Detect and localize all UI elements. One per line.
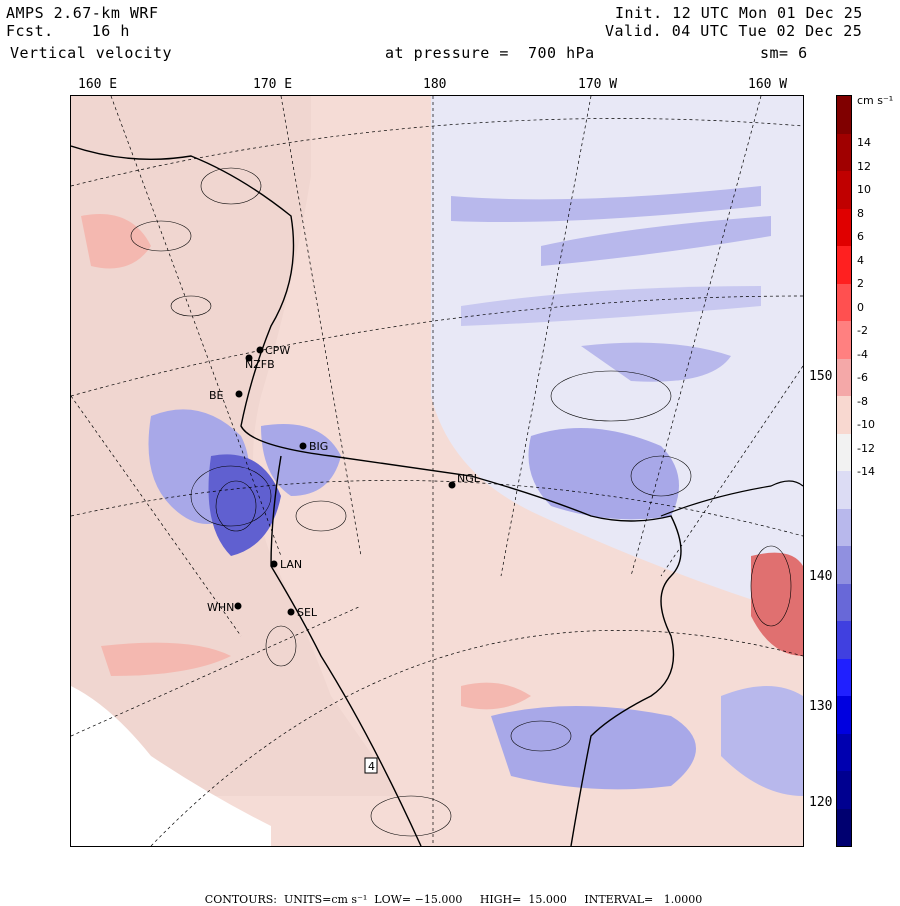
colorbar-segment <box>837 583 851 621</box>
station-dot-lan <box>270 560 278 568</box>
neg-patch-south <box>491 706 696 790</box>
colorbar-segment <box>837 171 851 209</box>
station-label-sel: SEL <box>297 606 318 619</box>
colorbar-tick-label: -12 <box>857 441 875 455</box>
neg-band-2 <box>541 216 771 266</box>
station-dot-big <box>299 442 307 450</box>
pos-patch-4 <box>461 682 531 710</box>
neg-patch-west-3 <box>261 424 341 496</box>
colorbar-tick-label: 12 <box>857 159 871 173</box>
neg-patch-west-2 <box>208 454 281 556</box>
neg-band-1 <box>451 186 761 222</box>
vertical-velocity-map: CPW NZFB BE BIG NGL LAN WHN SEL 4 <box>70 95 804 847</box>
model-title: AMPS 2.67-km WRF <box>6 4 159 22</box>
station-label-be: BE <box>209 389 224 402</box>
contours <box>130 167 792 837</box>
pressure-level: at pressure = 700 hPa <box>385 44 595 62</box>
lon-label-170e: 170 E <box>253 77 293 92</box>
colorbar-segment <box>837 96 851 134</box>
colorbar-segment <box>837 396 851 434</box>
colorbar-tick-label: 6 <box>857 230 864 243</box>
station-box-4 <box>364 757 378 774</box>
colorbar-segment <box>837 208 851 246</box>
colorbar-tick-label: 14 <box>857 136 871 149</box>
station-dot-whn <box>234 602 242 610</box>
colorbar-tick-label: -4 <box>857 347 868 361</box>
colorbar-tick-label: -14 <box>857 465 875 478</box>
no-data-region <box>71 686 271 846</box>
graticule <box>71 96 803 846</box>
station-label-big: BIG <box>309 440 328 453</box>
colorbar-segment <box>837 658 851 696</box>
colorbar-tick-label: 8 <box>857 206 864 220</box>
neg-band-3 <box>461 286 761 326</box>
init-time: Init. 12 UTC Mon 01 Dec 25 <box>615 4 863 22</box>
colorbar-segment <box>837 621 851 659</box>
colorbar-segment <box>837 283 851 321</box>
colorbar-tick-label: 10 <box>857 183 871 196</box>
colorbar-tick-label: 4 <box>857 253 864 267</box>
colorbar-unit: cm s⁻¹ <box>857 94 894 107</box>
colorbar-segment <box>837 696 851 734</box>
colorbar-segment <box>837 546 851 584</box>
valid-time: Valid. 04 UTC Tue 02 Dec 25 <box>605 22 863 40</box>
lon-label-160e: 160 E <box>78 77 118 92</box>
station-dot-nzfb <box>245 354 253 362</box>
neg-patch-se <box>721 686 803 796</box>
colorbar-segment <box>837 358 851 396</box>
lon-label-180: 180 <box>423 77 447 92</box>
smoothing-value: sm= 6 <box>760 44 808 62</box>
colorbar-segment <box>837 508 851 546</box>
colorbar-tick-label: -6 <box>857 371 868 384</box>
coastline-marie-byrd <box>660 480 803 517</box>
colorbar-segment <box>837 433 851 471</box>
lon-label-160w: 160 W <box>748 77 788 92</box>
colorbar <box>836 95 852 847</box>
coastline-ross-ice-shelf <box>71 145 682 846</box>
colorbar-segment <box>837 471 851 509</box>
station-dot-cpw <box>256 346 264 354</box>
colorbar-tick-label: -2 <box>857 324 868 337</box>
pos-patch-2 <box>101 642 231 676</box>
footer: CONTOURS: UNITS=cm s⁻¹ LOW= −15.000 HIGH… <box>0 880 900 906</box>
colorbar-tick-label: -8 <box>857 394 868 408</box>
station-label-nzfb: NZFB <box>245 358 275 371</box>
colorbar-segment <box>837 246 851 284</box>
colorbar-segment <box>837 733 851 771</box>
station-label-lan: LAN <box>280 558 302 571</box>
station-label-4: 4 <box>368 760 375 773</box>
forecast-hour: Fcst. 16 h <box>6 22 130 40</box>
station-dot-sel <box>287 608 295 616</box>
colorbar-segment <box>837 771 851 809</box>
colorbar-segment <box>837 321 851 359</box>
stations: CPW NZFB BE BIG NGL LAN WHN SEL 4 <box>207 344 481 774</box>
pos-patch-3 <box>751 552 803 656</box>
field-name: Vertical velocity <box>10 44 173 62</box>
lon-label-170w: 170 W <box>578 77 618 92</box>
station-label-whn: WHN <box>207 601 234 614</box>
pos-patch-1 <box>81 214 151 269</box>
station-dot-be <box>235 390 243 398</box>
colorbar-tick-label: 2 <box>857 277 864 290</box>
neg-patch-1 <box>581 342 731 382</box>
station-dot-ngl <box>448 481 456 489</box>
station-label-cpw: CPW <box>265 344 290 357</box>
colorbar-tick-label: 0 <box>857 300 864 314</box>
station-label-ngl: NGL <box>457 472 481 485</box>
colorbar-segment <box>837 133 851 171</box>
coastline-transantarctic <box>270 455 422 846</box>
neg-patch-ross <box>528 428 679 520</box>
colorbar-tick-label: -10 <box>857 418 875 431</box>
colorbar-segment <box>837 808 851 846</box>
